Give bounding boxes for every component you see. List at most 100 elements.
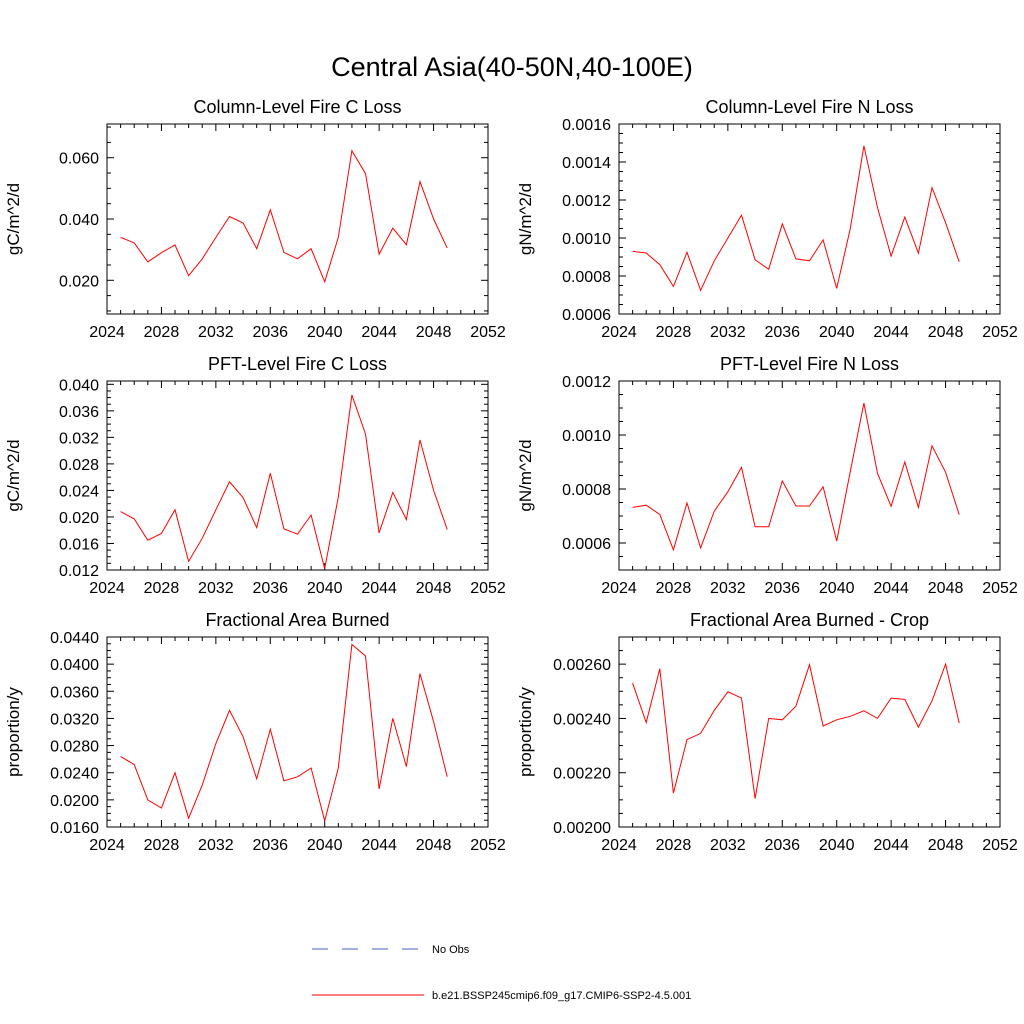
x-tick-label: 2052: [982, 324, 1018, 341]
x-tick-label: 2040: [307, 837, 343, 854]
x-tick-label: 2044: [361, 580, 397, 597]
y-tick-label: 0.0440: [50, 630, 99, 647]
y-tick-label: 0.040: [59, 377, 99, 394]
y-axis-label: gC/m^2/d: [4, 439, 23, 511]
y-tick-label: 0.0320: [50, 711, 99, 728]
x-tick-label: 2036: [252, 580, 288, 597]
x-tick-label: 2036: [252, 837, 288, 854]
y-tick-label: 0.012: [59, 563, 99, 580]
legend: No Obs b.e21.BSSP245cmip6.f09_g17.CMIP6-S…: [312, 944, 691, 1002]
x-tick-label: 2028: [656, 837, 692, 854]
x-tick-label: 2028: [656, 580, 692, 597]
y-tick-label: 0.0240: [50, 766, 99, 783]
y-tick-label: 0.0006: [562, 307, 611, 324]
x-tick-label: 2044: [361, 324, 397, 341]
panels: Column-Level Fire C Loss 2024 2028 2032 2036…: [4, 97, 1018, 854]
x-tick-label: 2040: [307, 324, 343, 341]
panel-title: Column-Level Fire C Loss: [193, 97, 401, 117]
x-tick-label: 2052: [470, 324, 506, 341]
x-tick-label: 2024: [601, 324, 637, 341]
panel-title: Column-Level Fire N Loss: [705, 97, 913, 117]
y-tick-label: 0.0010: [562, 428, 611, 445]
x-tick-label: 2024: [89, 837, 125, 854]
x-tick-label: 2024: [601, 580, 637, 597]
x-tick-label: 2028: [144, 837, 180, 854]
x-tick-label: 2032: [198, 837, 234, 854]
x-tick-label: 2032: [198, 580, 234, 597]
x-tick-label: 2024: [601, 837, 637, 854]
y-tick-label: 0.0012: [562, 193, 611, 210]
legend-model-label: b.e21.BSSP245cmip6.f09_g17.CMIP6-SSP2-4.…: [432, 990, 691, 1002]
y-tick-label: 0.024: [59, 483, 99, 500]
y-tick-label: 0.036: [59, 404, 99, 421]
x-tick-label: 2028: [144, 580, 180, 597]
y-tick-label: 0.016: [59, 536, 99, 553]
legend-obs-label: No Obs: [432, 944, 470, 956]
panel-title: PFT-Level Fire N Loss: [720, 354, 899, 374]
x-tick-label: 2048: [928, 324, 964, 341]
figure-title: Central Asia(40-50N,40-100E): [331, 52, 693, 82]
x-tick-label: 2052: [470, 837, 506, 854]
y-tick-label: 0.0400: [50, 657, 99, 674]
x-tick-label: 2044: [873, 837, 909, 854]
y-tick-label: 0.032: [59, 430, 99, 447]
x-tick-label: 2032: [710, 580, 746, 597]
x-tick-label: 2052: [470, 580, 506, 597]
plot-frame: [106, 380, 489, 571]
y-tick-label: 0.00200: [553, 820, 611, 837]
panel-title: Fractional Area Burned - Crop: [690, 610, 929, 630]
y-tick-label: 0.00240: [553, 711, 611, 728]
x-tick-label: 2040: [819, 580, 855, 597]
series-line-1: [632, 403, 960, 552]
x-tick-label: 2036: [764, 580, 800, 597]
y-tick-label: 0.020: [59, 510, 99, 527]
plot-frame: [618, 123, 1001, 315]
plot-frame: [106, 636, 489, 828]
plot-frame: [106, 123, 489, 315]
x-tick-label: 2044: [873, 580, 909, 597]
y-tick-label: 0.0008: [562, 482, 611, 499]
x-tick-label: 2040: [307, 580, 343, 597]
y-tick-label: 0.0360: [50, 684, 99, 701]
y-axis-label: gC/m^2/d: [4, 183, 23, 255]
x-tick-label: 2032: [710, 324, 746, 341]
x-tick-label: 2048: [928, 580, 964, 597]
x-tick-label: 2048: [416, 837, 452, 854]
y-axis-label: proportion/y: [4, 687, 23, 777]
x-tick-label: 2052: [982, 580, 1018, 597]
x-tick-label: 2048: [928, 837, 964, 854]
y-tick-label: 0.0010: [562, 231, 611, 248]
y-tick-label: 0.0160: [50, 820, 99, 837]
x-tick-label: 2036: [764, 324, 800, 341]
y-tick-label: 0.0016: [562, 117, 611, 134]
x-tick-label: 2048: [416, 324, 452, 341]
y-tick-label: 0.040: [59, 212, 99, 229]
x-tick-label: 2024: [89, 324, 125, 341]
y-tick-label: 0.00260: [553, 657, 611, 674]
chart-panel-3: PFT-Level Fire C Loss 2024 2028 2032 2036 204…: [4, 354, 506, 597]
x-tick-label: 2024: [89, 580, 125, 597]
y-tick-label: 0.060: [59, 151, 99, 168]
series-line-1: [120, 643, 448, 822]
series-line-1: [120, 394, 448, 569]
x-tick-label: 2044: [361, 837, 397, 854]
chart-panel-6: Fractional Area Burned - Crop 2024 2028 203…: [516, 610, 1018, 854]
y-axis-label: gN/m^2/d: [516, 183, 535, 255]
y-tick-label: 0.020: [59, 273, 99, 290]
y-tick-label: 0.0280: [50, 739, 99, 756]
x-tick-label: 2032: [198, 324, 234, 341]
panel-title: Fractional Area Burned: [205, 610, 389, 630]
y-axis-label: gN/m^2/d: [516, 439, 535, 511]
x-tick-label: 2036: [764, 837, 800, 854]
x-tick-label: 2036: [252, 324, 288, 341]
panel-title: PFT-Level Fire C Loss: [208, 354, 387, 374]
x-tick-label: 2040: [819, 837, 855, 854]
y-tick-label: 0.0200: [50, 793, 99, 810]
chart-panel-4: PFT-Level Fire N Loss 2024 2028 2032 2036 204…: [516, 354, 1018, 597]
chart-panel-2: Column-Level Fire N Loss 2024 2028 2032 2036…: [516, 97, 1018, 341]
y-tick-label: 0.00220: [553, 766, 611, 783]
x-tick-label: 2044: [873, 324, 909, 341]
x-tick-label: 2028: [144, 324, 180, 341]
chart-panel-5: Fractional Area Burned 2024 2028 2032 2036 20…: [4, 610, 506, 854]
y-tick-label: 0.0006: [562, 536, 611, 553]
